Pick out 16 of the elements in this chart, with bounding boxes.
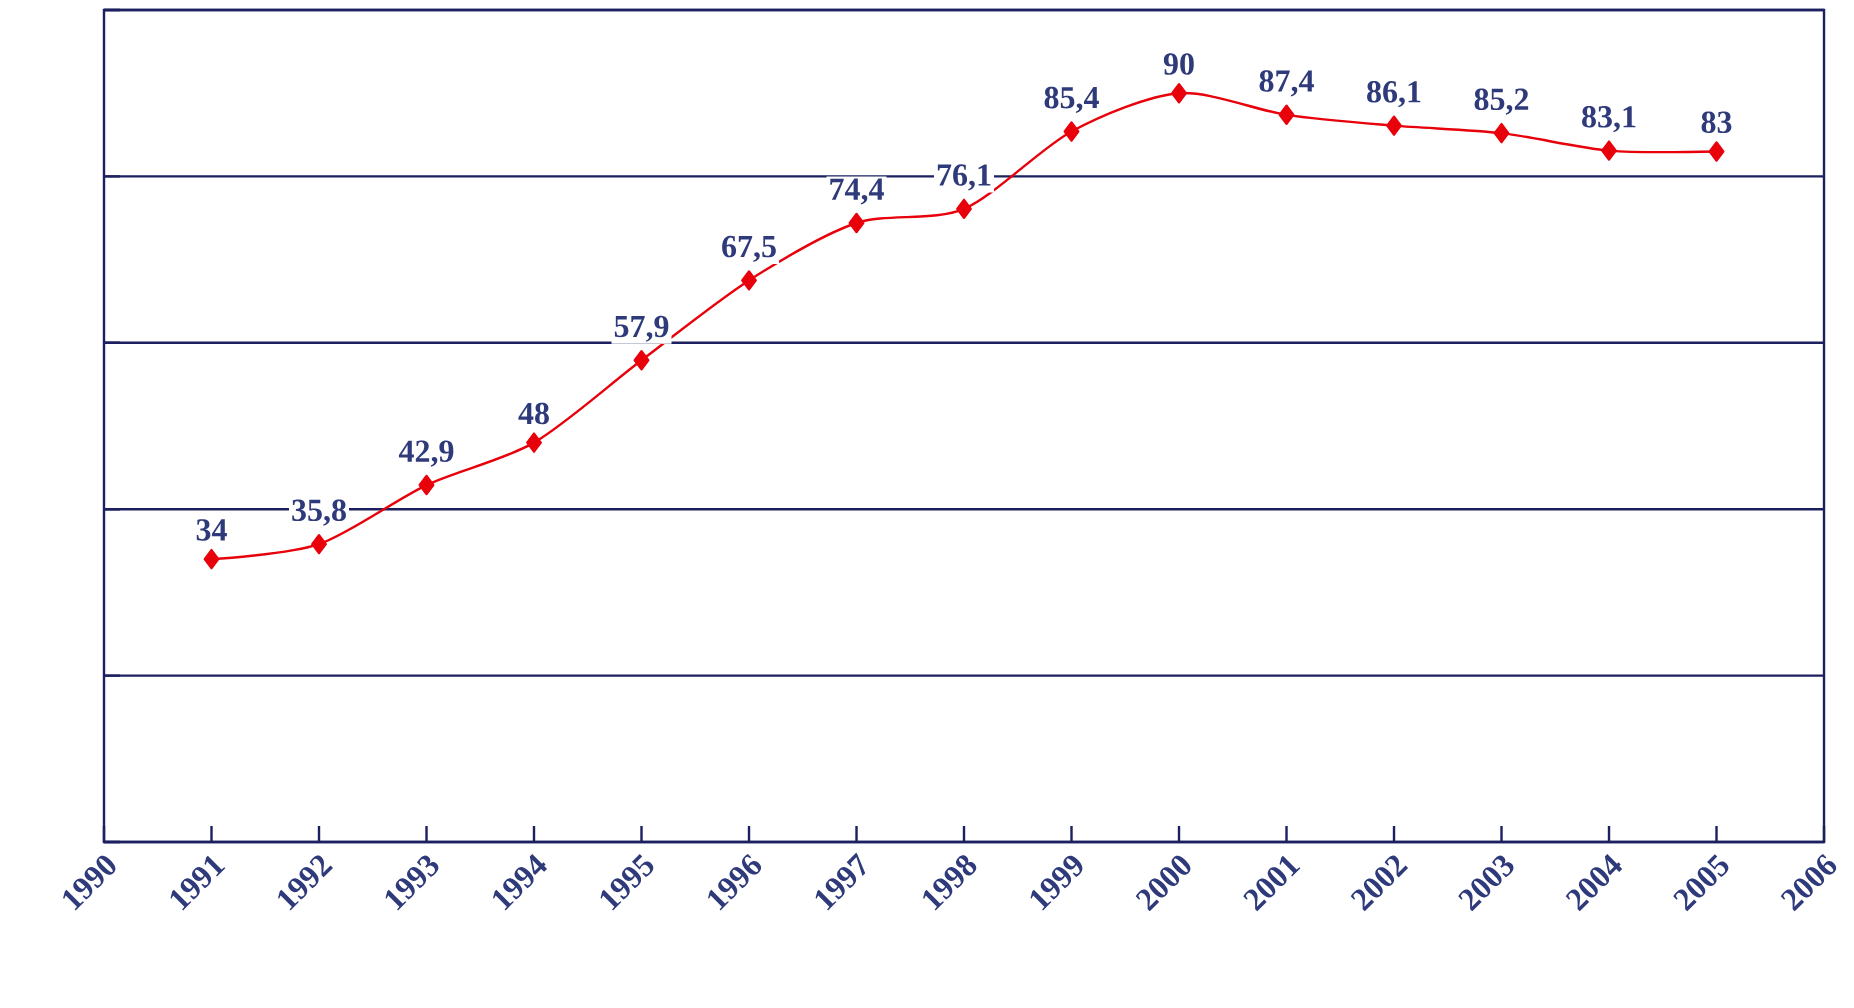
data-label: 86,1 — [1367, 81, 1421, 108]
data-label: 35,8 — [292, 499, 346, 526]
data-label: 85,4 — [1044, 86, 1099, 114]
x-tick-label: 1991 — [170, 855, 226, 911]
data-label: 87,4 — [1259, 70, 1314, 97]
data-label: 76,1 — [937, 164, 991, 191]
data-label: 57,9 — [614, 315, 669, 342]
data-label: 83,1 — [1582, 105, 1636, 133]
data-label: 83 — [1701, 111, 1732, 134]
data-label: 48 — [518, 402, 549, 425]
data-label: 85,2 — [1474, 88, 1529, 115]
data-label: 67,5 — [722, 235, 776, 262]
data-label: 34 — [196, 519, 227, 541]
data-label: 42,9 — [398, 440, 454, 467]
data-label: 74,4 — [830, 178, 884, 205]
data-label: 90 — [1163, 53, 1194, 75]
